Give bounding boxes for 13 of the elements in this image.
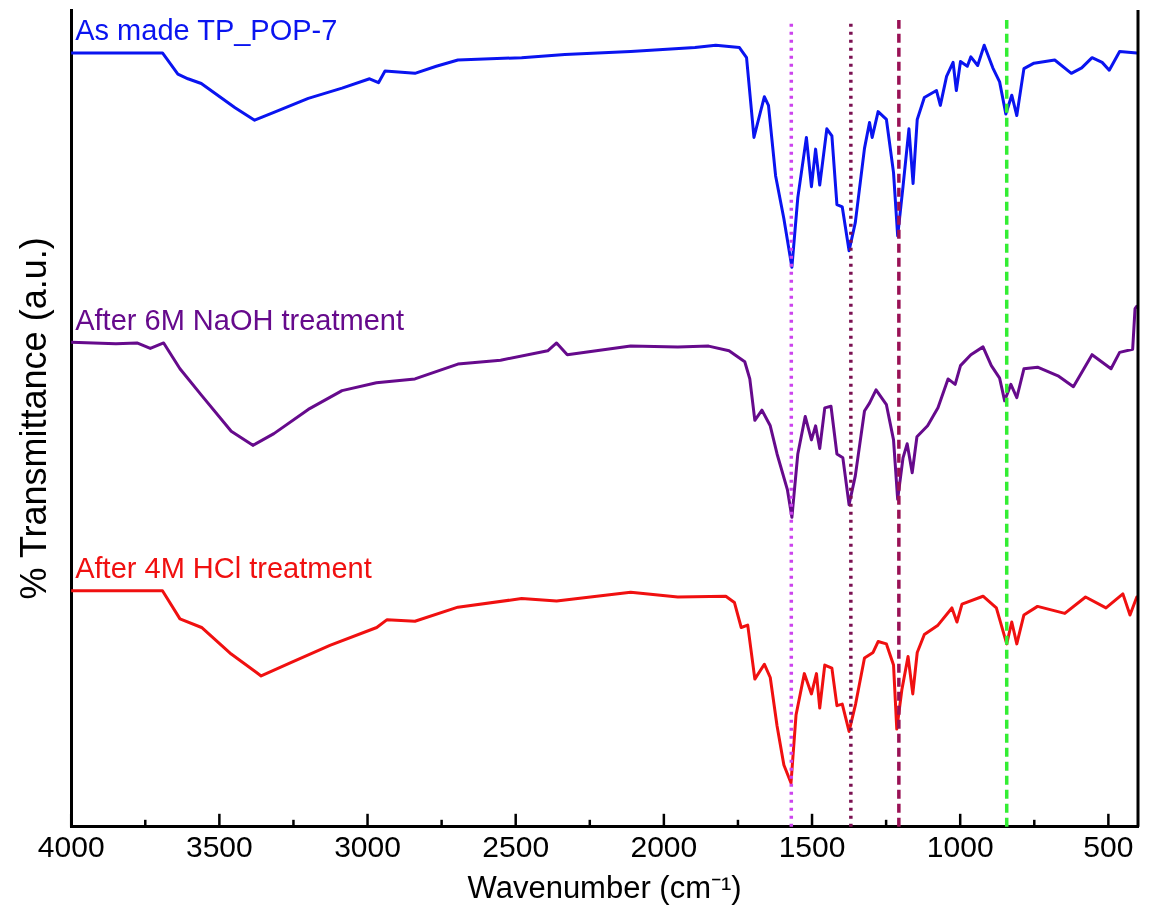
x-tick-label: 2500 xyxy=(482,830,550,864)
x-axis-title: Wavenumber (cm⁻¹) xyxy=(467,869,742,905)
y-axis-title: % Transmittance (a.u.) xyxy=(12,237,54,600)
x-tick-label: 3000 xyxy=(334,830,401,864)
series-label: After 4M HCl treatment xyxy=(75,552,372,585)
x-tick-label: 3500 xyxy=(185,830,253,864)
series-label: After 6M NaOH treatment xyxy=(75,303,404,336)
x-tick-label: 4000 xyxy=(37,830,105,864)
x-tick-label: 500 xyxy=(1083,830,1134,864)
series-label: As made TP_POP-7 xyxy=(75,14,338,47)
x-tick-label: 1000 xyxy=(926,830,994,864)
x-tick-label: 2000 xyxy=(630,830,698,864)
x-tick-label: 1500 xyxy=(778,830,846,864)
